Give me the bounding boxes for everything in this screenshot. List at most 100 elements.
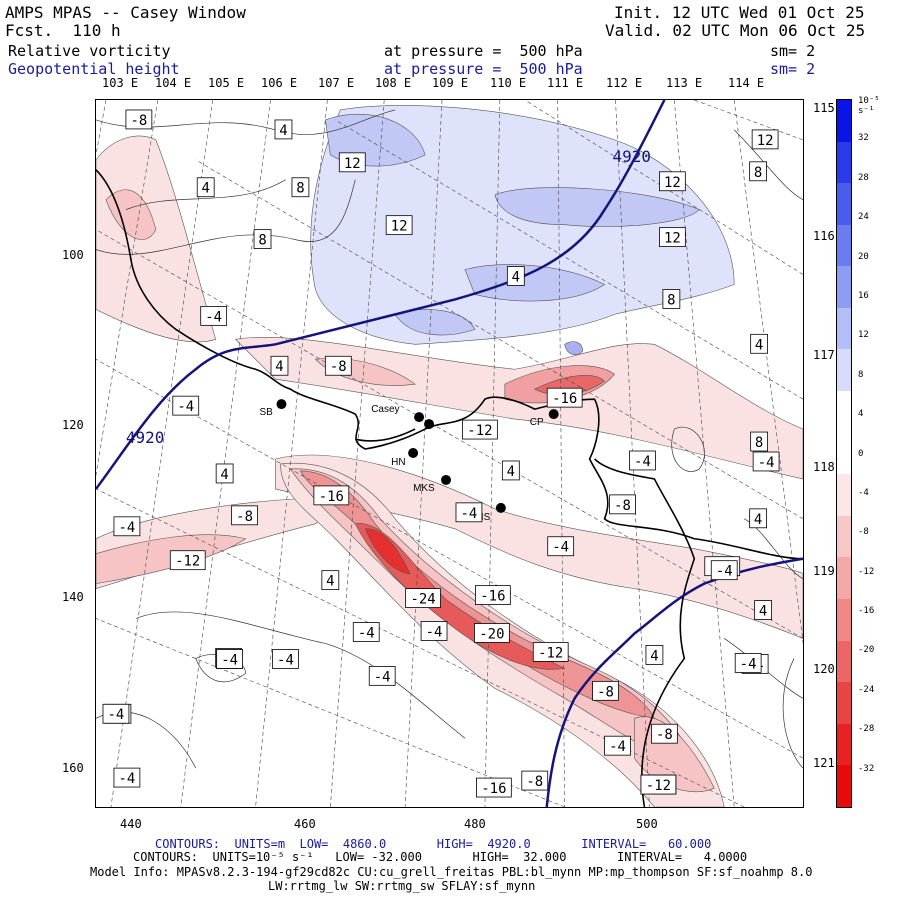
vorticity-label-text: -8: [614, 498, 631, 514]
vorticity-label-box: [196, 177, 215, 198]
vorticity-label-box: [609, 494, 636, 515]
colorbar-cell: [837, 100, 851, 142]
colorbar-cell: [837, 391, 851, 433]
y-tick-140: 140: [62, 590, 84, 604]
meridian-line: [694, 100, 803, 141]
height-label: 4920: [613, 147, 651, 166]
contour-line: [733, 129, 803, 201]
vorticity-label-box: [476, 777, 512, 798]
vorticity-label-text: 4: [201, 181, 209, 197]
y-tick-100: 100: [62, 248, 84, 262]
colorbar-cell: [837, 682, 851, 724]
vorticity-contour-label: -4: [172, 395, 200, 416]
x-tick-460: 460: [294, 817, 316, 831]
vorticity-label-text: -4: [119, 771, 136, 787]
height-label: 4920: [126, 428, 164, 447]
vorticity-label-text: -4: [740, 656, 757, 672]
height-contour-4920: [96, 100, 666, 490]
vorticity-contour-label: -12: [532, 642, 569, 662]
colorbar-label: 32: [858, 133, 869, 144]
lon-label: 111 E: [547, 76, 584, 90]
lon-label: 114 E: [728, 76, 765, 90]
colorbar: [836, 99, 852, 808]
vorticity-contour-label: 4: [321, 570, 340, 591]
meridian-line: [484, 100, 501, 807]
vorticity-label-box: [592, 680, 619, 701]
vorticity-label-text: 8: [667, 292, 675, 308]
vorticity-label-box: [405, 588, 441, 608]
vorticity-contour-label: -8: [651, 723, 678, 744]
lon-label: 108 E: [375, 76, 412, 90]
vorticity-label-box: [455, 502, 483, 523]
vorticity-label-text: -4: [634, 454, 651, 470]
vorticity-label-text: 8: [258, 233, 266, 249]
pos-vorticity-region: [394, 309, 476, 336]
vorticity-map: SB Casey HN MKS IS CP 4920 4920 -8 4 12 8 4 1…: [95, 99, 804, 808]
vorticity-label-text: -4: [221, 652, 238, 668]
vorticity-label-text: 4: [512, 269, 520, 285]
colorbar-cell: [837, 515, 851, 558]
vorticity-contour-label: 8: [749, 161, 768, 182]
meridian-line: [335, 119, 803, 400]
colorbar-unit: 10⁻⁵ s⁻¹: [858, 96, 880, 116]
vorticity-contour-label: -4: [604, 735, 631, 756]
neg-vorticity-region: [275, 454, 803, 639]
vorticity-label-box: [532, 642, 569, 662]
vorticity-label-text: -12: [538, 645, 563, 661]
station-label-casey: Casey: [371, 404, 399, 415]
vorticity-label-box: [751, 129, 779, 150]
vorticity-label-text: 4: [650, 648, 658, 664]
vorticity-label-box: [352, 622, 380, 642]
vorticity-contour-label: -8: [125, 109, 153, 130]
neg-vorticity-region: [364, 528, 411, 574]
lon-label: 105 E: [208, 76, 245, 90]
vorticity-label-box: [169, 550, 206, 571]
vorticity-contour-label: -8: [609, 494, 636, 515]
neg-vorticity-region: [105, 189, 157, 240]
lon-label: 110 E: [490, 76, 527, 90]
vorticity-label-box: [750, 431, 768, 452]
vorticity-label-box: [313, 485, 350, 506]
forecast-hour: Fcst. 110 h: [5, 21, 121, 40]
vorticity-label-text: -4: [277, 652, 294, 668]
vorticity-label-text: -4: [108, 707, 125, 723]
y-tick-120: 120: [62, 418, 84, 432]
vorticity-label-text: 8: [755, 435, 763, 451]
colorbar-label: -12: [858, 566, 875, 577]
colorbar-cell: [837, 307, 851, 350]
vorticity-label-box: [750, 333, 768, 354]
vorticity-label-text: -8: [526, 774, 543, 790]
vorticity-label-text: -4: [758, 455, 775, 471]
footer-vorticity-contours: CONTOURS: UNITS=10⁻⁵ s⁻¹ LOW= -32.000 HI…: [133, 850, 748, 864]
footer-model-info-2: LW:rrtmg_lw SW:rrtmg_sw SFLAY:sf_mynn: [268, 879, 536, 893]
vorticity-label-box: [216, 649, 243, 669]
vorticity-label-text: -4: [552, 540, 569, 556]
vorticity-label-box: [651, 723, 678, 744]
init-time: Init. 12 UTC Wed 01 Oct 25: [614, 3, 865, 22]
vorticity-contour-label: -4: [113, 767, 141, 788]
vorticity-contour-label: 4: [196, 177, 215, 198]
vorticity-contour-label: -12: [462, 419, 498, 440]
vorticity-contour-label: 4: [750, 333, 768, 354]
vorticity-label-box: [506, 266, 525, 286]
vorticity-label-box: [272, 649, 299, 669]
meridian-line: [615, 100, 650, 807]
vorticity-label-box: [368, 665, 396, 686]
vorticity-contour-label: -12: [169, 550, 206, 571]
vorticity-label-box: [270, 355, 289, 376]
vorticity-contour-label: 12: [659, 171, 686, 192]
vorticity-label-box: [102, 703, 130, 724]
vorticity-contour-label: -16: [476, 777, 512, 798]
colorbar-label: 0: [858, 448, 864, 459]
field1-name: Relative vorticity: [8, 42, 171, 60]
station-casey: [414, 412, 425, 423]
vorticity-contour-label: -8: [592, 680, 619, 701]
station-label-cp: CP: [530, 417, 544, 428]
vorticity-label-box: [274, 119, 293, 140]
vorticity-label-text: -8: [597, 684, 614, 700]
contour-line: [782, 658, 803, 769]
footer-model-info: Model Info: MPASv8.2.3-194-gf29cd82c CU:…: [90, 865, 813, 879]
vorticity-contour-label: -16: [313, 485, 350, 506]
vorticity-label-text: 12: [664, 175, 681, 191]
vorticity-contour-label: 8: [253, 229, 272, 249]
